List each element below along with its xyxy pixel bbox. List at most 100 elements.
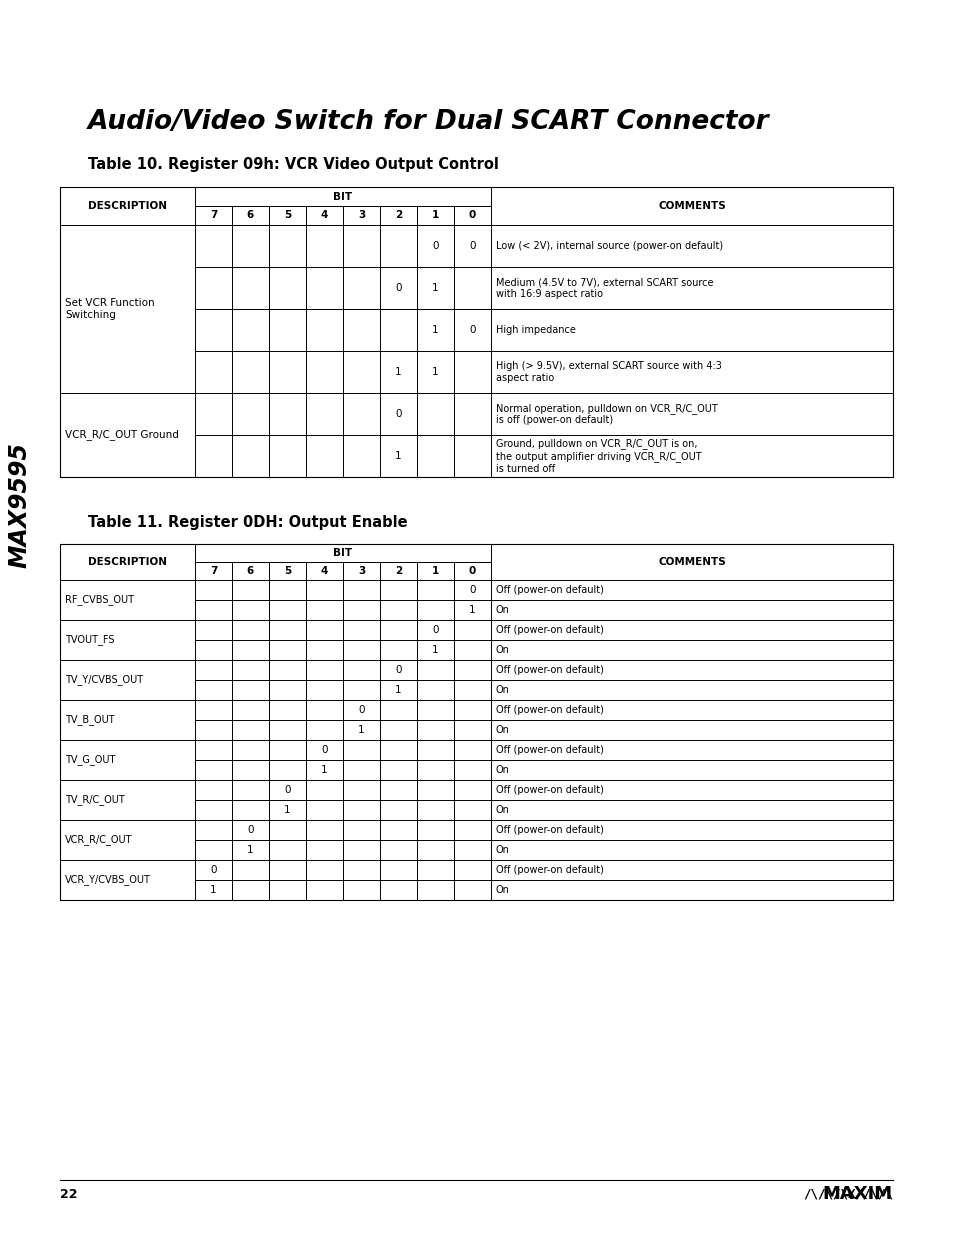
Bar [379,781,416,800]
Bar [194,225,232,267]
Bar [269,600,306,620]
Bar [416,760,454,781]
Text: 1: 1 [247,845,253,855]
Bar [343,225,379,267]
Text: Table 10. Register 09h: VCR Video Output Control: Table 10. Register 09h: VCR Video Output… [88,158,498,173]
Bar [269,680,306,700]
Bar [343,640,379,659]
Bar [491,640,892,659]
Text: 0: 0 [247,825,253,835]
Bar [343,781,379,800]
Bar [306,680,343,700]
Text: TVOUT_FS: TVOUT_FS [65,635,114,646]
Bar [416,700,454,720]
Text: 3: 3 [357,566,365,576]
Bar [269,351,306,393]
Bar [454,700,491,720]
Text: Off (power-on default): Off (power-on default) [496,705,603,715]
Bar [416,720,454,740]
Bar [343,393,379,435]
Bar [379,720,416,740]
Bar [343,700,379,720]
Bar [194,640,232,659]
Bar [232,781,269,800]
Bar [416,580,454,600]
Bar [269,620,306,640]
Text: 1: 1 [469,605,476,615]
Text: On: On [496,685,509,695]
Bar [60,393,194,477]
Bar [306,435,343,477]
Bar [454,435,491,477]
Bar [232,840,269,860]
Bar [379,600,416,620]
Bar [269,760,306,781]
Bar [232,600,269,620]
Bar [379,659,416,680]
Bar [379,860,416,881]
Bar [232,800,269,820]
Bar [379,840,416,860]
Text: 1: 1 [284,805,291,815]
Bar [232,435,269,477]
Text: 0: 0 [432,625,438,635]
Bar [491,740,892,760]
Text: On: On [496,845,509,855]
Text: 6: 6 [247,566,253,576]
Bar [454,393,491,435]
Bar [232,680,269,700]
Bar [379,740,416,760]
Text: COMMENTS: COMMENTS [658,557,725,567]
Text: 1: 1 [432,210,438,221]
Bar [194,820,232,840]
Bar [232,206,269,225]
Bar [194,206,232,225]
Text: 0: 0 [469,325,476,335]
Text: Low (< 2V), internal source (power-on default): Low (< 2V), internal source (power-on de… [496,241,722,251]
Bar [379,820,416,840]
Bar [60,740,194,781]
Bar [269,840,306,860]
Bar [194,740,232,760]
Text: Ground, pulldown on VCR_R/C_OUT is on,
the output amplifier driving VCR_R/C_OUT
: Ground, pulldown on VCR_R/C_OUT is on, t… [496,438,700,473]
Text: 0: 0 [468,210,476,221]
Bar [416,781,454,800]
Bar [232,580,269,600]
Bar [269,781,306,800]
Bar [269,393,306,435]
Bar [491,840,892,860]
Bar [379,225,416,267]
Bar [232,562,269,580]
Bar [416,860,454,881]
Text: 1: 1 [395,367,401,377]
Bar [306,720,343,740]
Text: 1: 1 [395,451,401,461]
Bar [306,820,343,840]
Bar [416,267,454,309]
Bar [454,562,491,580]
Bar [306,620,343,640]
Text: MAX9595: MAX9595 [8,442,32,568]
Bar [454,659,491,680]
Bar [194,186,491,206]
Bar [343,680,379,700]
Text: On: On [496,885,509,895]
Text: TV_G_OUT: TV_G_OUT [65,755,115,766]
Bar [343,620,379,640]
Text: 1: 1 [210,885,216,895]
Bar [343,820,379,840]
Bar [306,659,343,680]
Text: 0: 0 [358,705,364,715]
Bar [379,309,416,351]
Bar [379,700,416,720]
Text: 2: 2 [395,566,402,576]
Text: 7: 7 [210,210,217,221]
Bar [343,881,379,900]
Bar [232,659,269,680]
Bar [343,659,379,680]
Bar [194,580,232,600]
Bar [194,800,232,820]
Text: Normal operation, pulldown on VCR_R/C_OUT
is off (power-on default): Normal operation, pulldown on VCR_R/C_OU… [496,403,717,425]
Bar [269,820,306,840]
Bar [343,740,379,760]
